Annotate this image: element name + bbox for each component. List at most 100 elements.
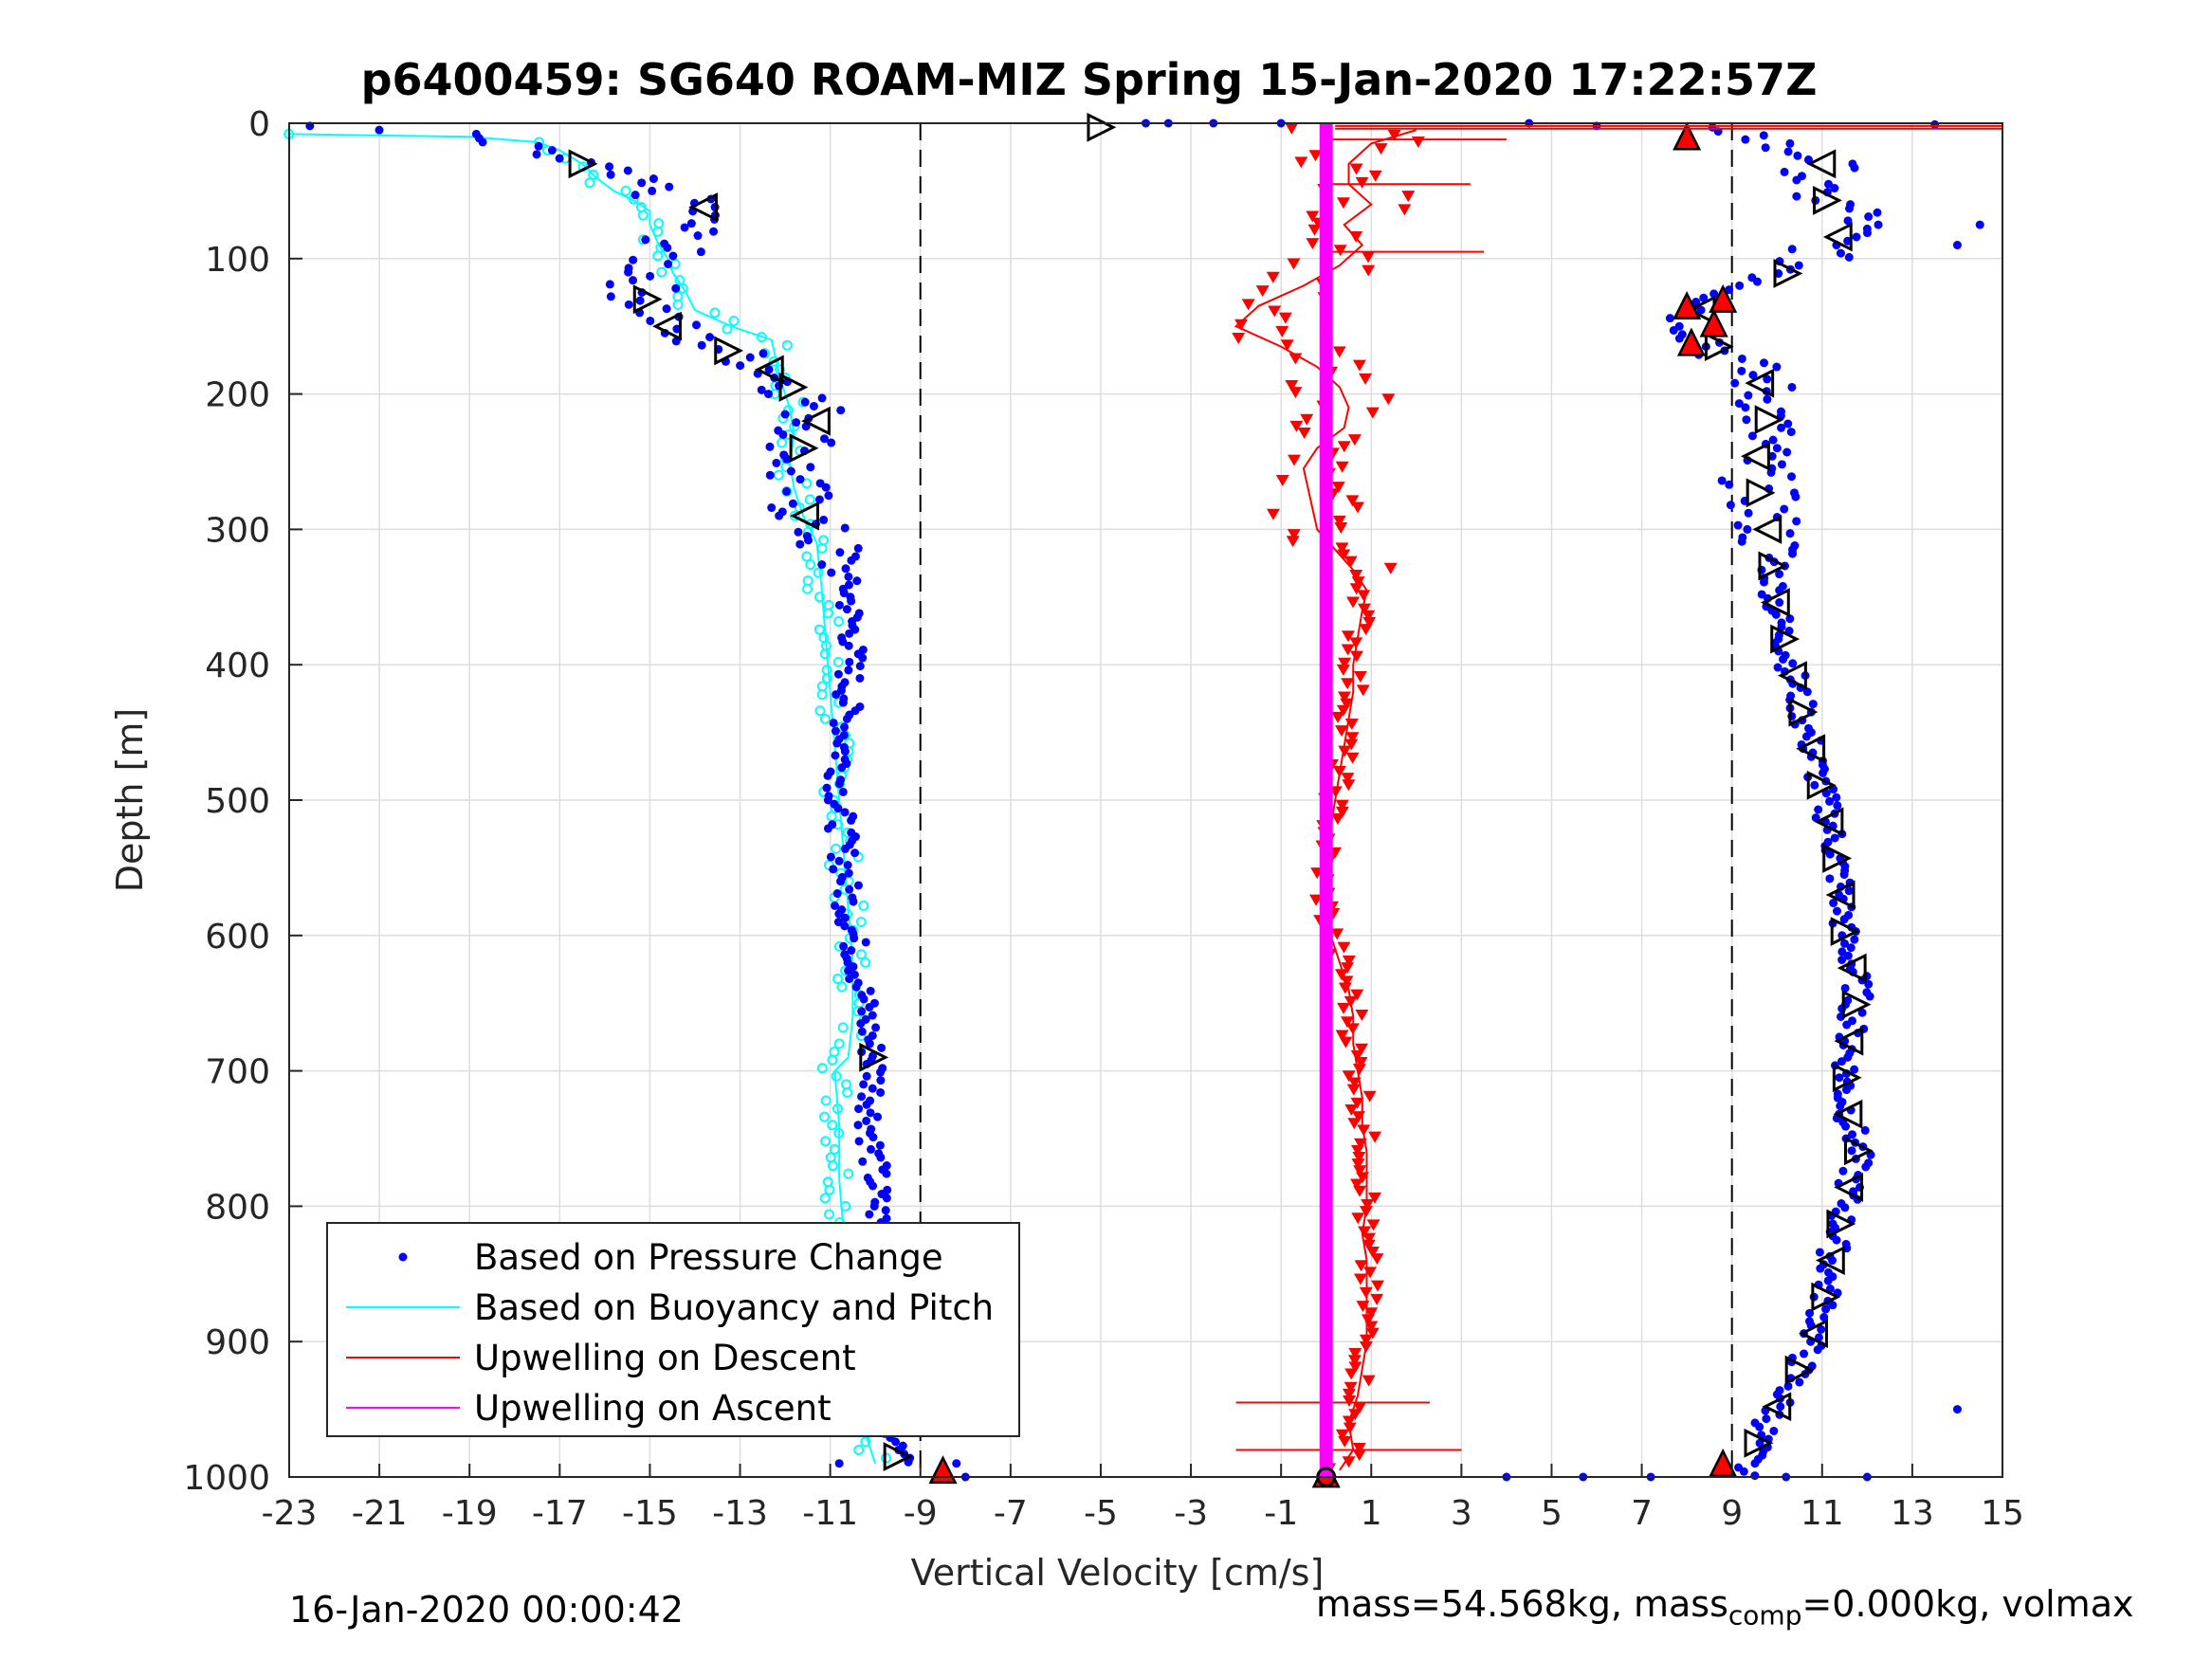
pressure-change-point bbox=[1817, 1324, 1826, 1334]
y-tick-label: 800 bbox=[205, 1188, 270, 1227]
pressure-change-point bbox=[555, 154, 564, 163]
pressure-change-point bbox=[869, 1201, 879, 1211]
buoyancy-pitch-point bbox=[652, 226, 664, 237]
buoyancy-pitch-point bbox=[841, 1079, 852, 1090]
pressure-change-point bbox=[1840, 983, 1850, 993]
upwelling-descent-point bbox=[1337, 941, 1351, 954]
pressure-change-point bbox=[1814, 805, 1823, 814]
pressure-change-point bbox=[840, 808, 850, 817]
pressure-change-point bbox=[624, 267, 633, 277]
upwelling-descent-point bbox=[1351, 501, 1365, 514]
ascent-marker-triangle bbox=[1815, 1246, 1845, 1275]
buoyancy-pitch-point bbox=[827, 1054, 838, 1066]
pressure-change-point bbox=[854, 1104, 864, 1114]
x-tick-label: -15 bbox=[622, 1494, 678, 1533]
upwelling-descent-point bbox=[1370, 1253, 1384, 1266]
pressure-change-point bbox=[775, 511, 784, 520]
upwelling-descent-point bbox=[1364, 1307, 1379, 1320]
upwelling-descent-point bbox=[1335, 542, 1349, 555]
buoyancy-pitch-point bbox=[805, 559, 816, 571]
ascent-marker-triangle bbox=[1814, 807, 1844, 837]
pressure-change-point bbox=[838, 637, 848, 647]
upwelling-descent-point bbox=[1300, 413, 1314, 426]
upwelling-descent-point bbox=[1335, 806, 1349, 818]
upwelling-descent-point bbox=[1344, 1381, 1358, 1394]
upwelling-descent-point bbox=[1278, 312, 1292, 324]
pressure-change-point bbox=[1952, 1405, 1962, 1414]
pressure-change-point bbox=[1775, 598, 1784, 608]
pressure-change-point bbox=[1760, 358, 1769, 368]
pressure-change-point bbox=[1674, 334, 1684, 343]
pressure-change-point bbox=[786, 466, 795, 476]
pressure-change-point bbox=[631, 191, 640, 200]
pressure-change-point bbox=[1794, 261, 1803, 270]
upwelling-descent-point bbox=[1351, 1111, 1365, 1123]
y-tick-label: 500 bbox=[205, 782, 270, 821]
upwelling-descent-point bbox=[1275, 325, 1289, 337]
pressure-change-point bbox=[952, 1459, 961, 1468]
pressure-change-point bbox=[891, 1437, 901, 1447]
turn-marker-triangle bbox=[1699, 308, 1728, 337]
pressure-change-point bbox=[680, 223, 689, 232]
upwelling-descent-point bbox=[1362, 610, 1376, 622]
pressure-change-point bbox=[867, 1144, 876, 1154]
pressure-change-point bbox=[842, 605, 851, 614]
upwelling-descent-point bbox=[1344, 738, 1359, 751]
pressure-change-point bbox=[1844, 252, 1854, 262]
turn-marker-triangle bbox=[1673, 290, 1702, 320]
legend-box bbox=[326, 1222, 1020, 1437]
pressure-change-point bbox=[1839, 870, 1849, 880]
upwelling-descent-point bbox=[1358, 603, 1372, 615]
pressure-change-point bbox=[1783, 147, 1793, 156]
upwelling-descent-point bbox=[1359, 373, 1373, 385]
buoyancy-pitch-point bbox=[826, 811, 837, 822]
upwelling-descent-point bbox=[1349, 637, 1363, 649]
pressure-change-point bbox=[736, 361, 745, 371]
pressure-change-point bbox=[853, 1121, 863, 1130]
buoyancy-pitch-point bbox=[831, 1070, 842, 1082]
pressure-change-point bbox=[1783, 1381, 1793, 1391]
pressure-change-point bbox=[1836, 248, 1845, 258]
pressure-change-point bbox=[637, 178, 647, 188]
upwelling-descent-point bbox=[1241, 299, 1255, 311]
pressure-change-point bbox=[1850, 1065, 1859, 1074]
data-marks bbox=[283, 112, 2002, 1488]
buoyancy-pitch-point bbox=[853, 1444, 865, 1455]
pressure-change-point bbox=[862, 1116, 871, 1125]
pressure-change-point bbox=[850, 934, 859, 943]
upwelling-descent-point bbox=[1362, 1239, 1376, 1251]
pressure-change-point bbox=[686, 219, 696, 228]
pressure-change-point bbox=[1791, 492, 1801, 501]
pressure-change-point bbox=[876, 1067, 886, 1077]
buoyancy-pitch-point bbox=[837, 1022, 849, 1033]
pressure-change-point bbox=[1844, 886, 1854, 896]
pressure-change-point bbox=[1747, 431, 1757, 441]
pressure-change-point bbox=[826, 852, 835, 862]
pressure-change-point bbox=[1827, 1256, 1837, 1266]
pressure-change-point bbox=[817, 393, 827, 403]
upwelling-descent-point bbox=[1362, 264, 1376, 277]
pressure-change-point bbox=[1748, 371, 1758, 380]
footer-mass-subscript: comp bbox=[1728, 1599, 1802, 1632]
upwelling-descent-point bbox=[1347, 1355, 1362, 1367]
pressure-change-point bbox=[862, 1100, 871, 1109]
buoyancy-pitch-point bbox=[829, 1143, 840, 1155]
pressure-change-point bbox=[1862, 228, 1872, 238]
upwelling-descent-point bbox=[1332, 346, 1346, 358]
pressure-change-point bbox=[1750, 1459, 1760, 1468]
buoyancy-pitch-point bbox=[823, 1209, 834, 1220]
buoyancy-pitch-point bbox=[656, 266, 667, 278]
pressure-change-point bbox=[1830, 184, 1839, 193]
buoyancy-pitch-point bbox=[832, 973, 844, 984]
ascent-marker-triangle bbox=[1806, 149, 1837, 179]
pressure-change-point bbox=[1825, 796, 1835, 806]
tick-labels: -23 -21 -19 -17 -15 -13 -11 -9 -7 -5 -3 -1 1 3 5 7 9 11 13… bbox=[183, 105, 2024, 1533]
pressure-change-point bbox=[1741, 403, 1750, 412]
upwelling-descent-point bbox=[1342, 1456, 1356, 1468]
ascent-marker-triangle bbox=[1843, 1136, 1874, 1166]
pressure-change-point bbox=[843, 861, 852, 870]
pressure-change-point bbox=[606, 292, 615, 301]
pressure-change-point bbox=[855, 662, 865, 671]
upwelling-descent-point bbox=[1232, 333, 1246, 345]
buoyancy-pitch-point bbox=[821, 672, 832, 684]
